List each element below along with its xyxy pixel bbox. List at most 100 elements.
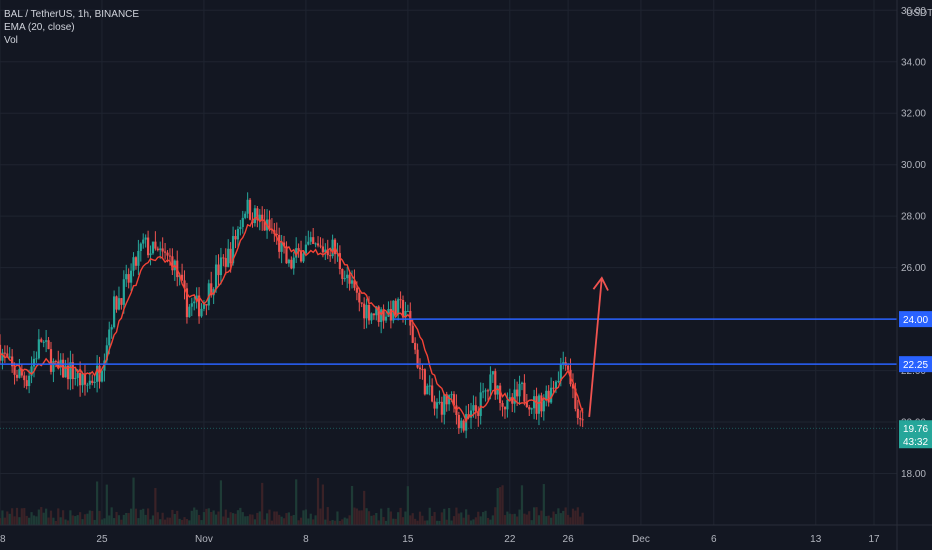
candle-body [54,361,57,363]
candle-body [477,411,480,416]
candle-body [42,341,45,343]
volume-bar [54,520,57,525]
candle-body [13,366,16,375]
volume-bar [392,518,395,525]
candle-body [484,390,487,392]
annotation-arrow[interactable] [588,276,609,417]
candle-body [450,394,453,396]
candle-body [134,257,138,266]
volume-bar [571,508,575,525]
volume-bar [384,520,388,525]
volume-bar [348,515,351,525]
candle-body [74,377,77,379]
candle-body [263,220,266,231]
legend-symbol[interactable]: BAL / TetherUS, 1h, BINANCE [4,9,140,20]
candle-body [86,384,89,386]
volume-bar [377,520,380,525]
volume-bar [263,519,266,525]
volume-bar [229,512,232,525]
volume-bar [6,511,9,525]
candle-body [457,414,460,429]
candle-body [202,304,206,309]
time-tick-label: Dec [632,534,650,545]
volume-bar [146,508,150,525]
volume-bar [42,512,45,525]
horizontal-levels[interactable] [0,318,897,429]
volume-bar [309,513,312,525]
candle-body [389,308,392,321]
volume-bar [202,512,206,525]
volume-bar [353,507,356,525]
candle-body [130,270,133,283]
volume-bar [74,516,77,525]
volume-bar [32,515,36,525]
volume-bar [195,509,198,525]
volume-bar [183,517,186,525]
volume-bar [401,517,405,525]
arrow-head[interactable] [592,276,609,291]
candle-body [314,243,317,245]
volume-bar [445,519,448,525]
candle-body [355,287,358,293]
volume-bar [550,517,553,525]
volume-bar [190,510,193,525]
volume-bar [506,511,509,525]
candle-body [195,295,198,302]
candle-body [533,396,536,409]
candle-body [239,227,242,230]
candle-body [3,352,6,354]
candle-body [319,245,322,247]
volume-bar [499,487,502,525]
candle-body [146,237,150,256]
volume-bar [542,484,545,525]
time-tick-label: 17 [868,534,880,545]
candle-body [414,342,417,350]
candle-body [367,304,371,321]
current-price-label: 19.76 [903,424,928,435]
candle-body [224,258,227,267]
candle-body [120,298,123,305]
level-price-tag[interactable] [899,311,932,328]
volume-bar [394,518,397,525]
volume-bar [421,515,424,525]
volume-bar [329,520,332,525]
volume-bar [173,513,176,525]
volume-bar [278,514,281,525]
volume-bar [579,516,582,525]
volume-bar [581,512,584,525]
candle-body [108,329,111,346]
candle-body [222,257,225,259]
volume-bar [163,519,167,525]
candle-body [236,229,240,240]
candle-body [25,380,28,387]
candle-body [501,403,504,407]
volume-bar [261,482,264,525]
candle-body [200,308,203,317]
time-axis[interactable]: 18 25 Nov 8 15 22 26 Dec 6 13 17 [0,524,932,545]
volume-bar [205,508,208,525]
candle-body [324,249,327,253]
candle-body [499,385,502,404]
candle-body [316,243,320,246]
candle-body [154,241,157,249]
volume-bar [156,512,159,525]
volume-bar [545,516,548,525]
candle-body [127,274,130,283]
legend-volume[interactable]: Vol [4,35,18,46]
candle-body [416,349,419,368]
level-price-tag[interactable] [899,356,932,373]
volume-bar [15,507,19,525]
candle-body [312,237,315,244]
candle-body [190,303,193,307]
current-price-tag[interactable] [899,420,932,449]
candle-body [496,385,499,395]
candle-body [180,274,184,281]
price-axis[interactable]: 18.0020.0022.0024.0026.0028.0030.0032.00… [896,0,932,550]
volume-bar [241,512,244,525]
legend-ema[interactable]: EMA (20, close) [4,22,75,33]
volume-bar [331,520,334,525]
arrow-shaft[interactable] [588,277,603,417]
candle-body [574,388,577,409]
volume-bar [251,514,254,525]
